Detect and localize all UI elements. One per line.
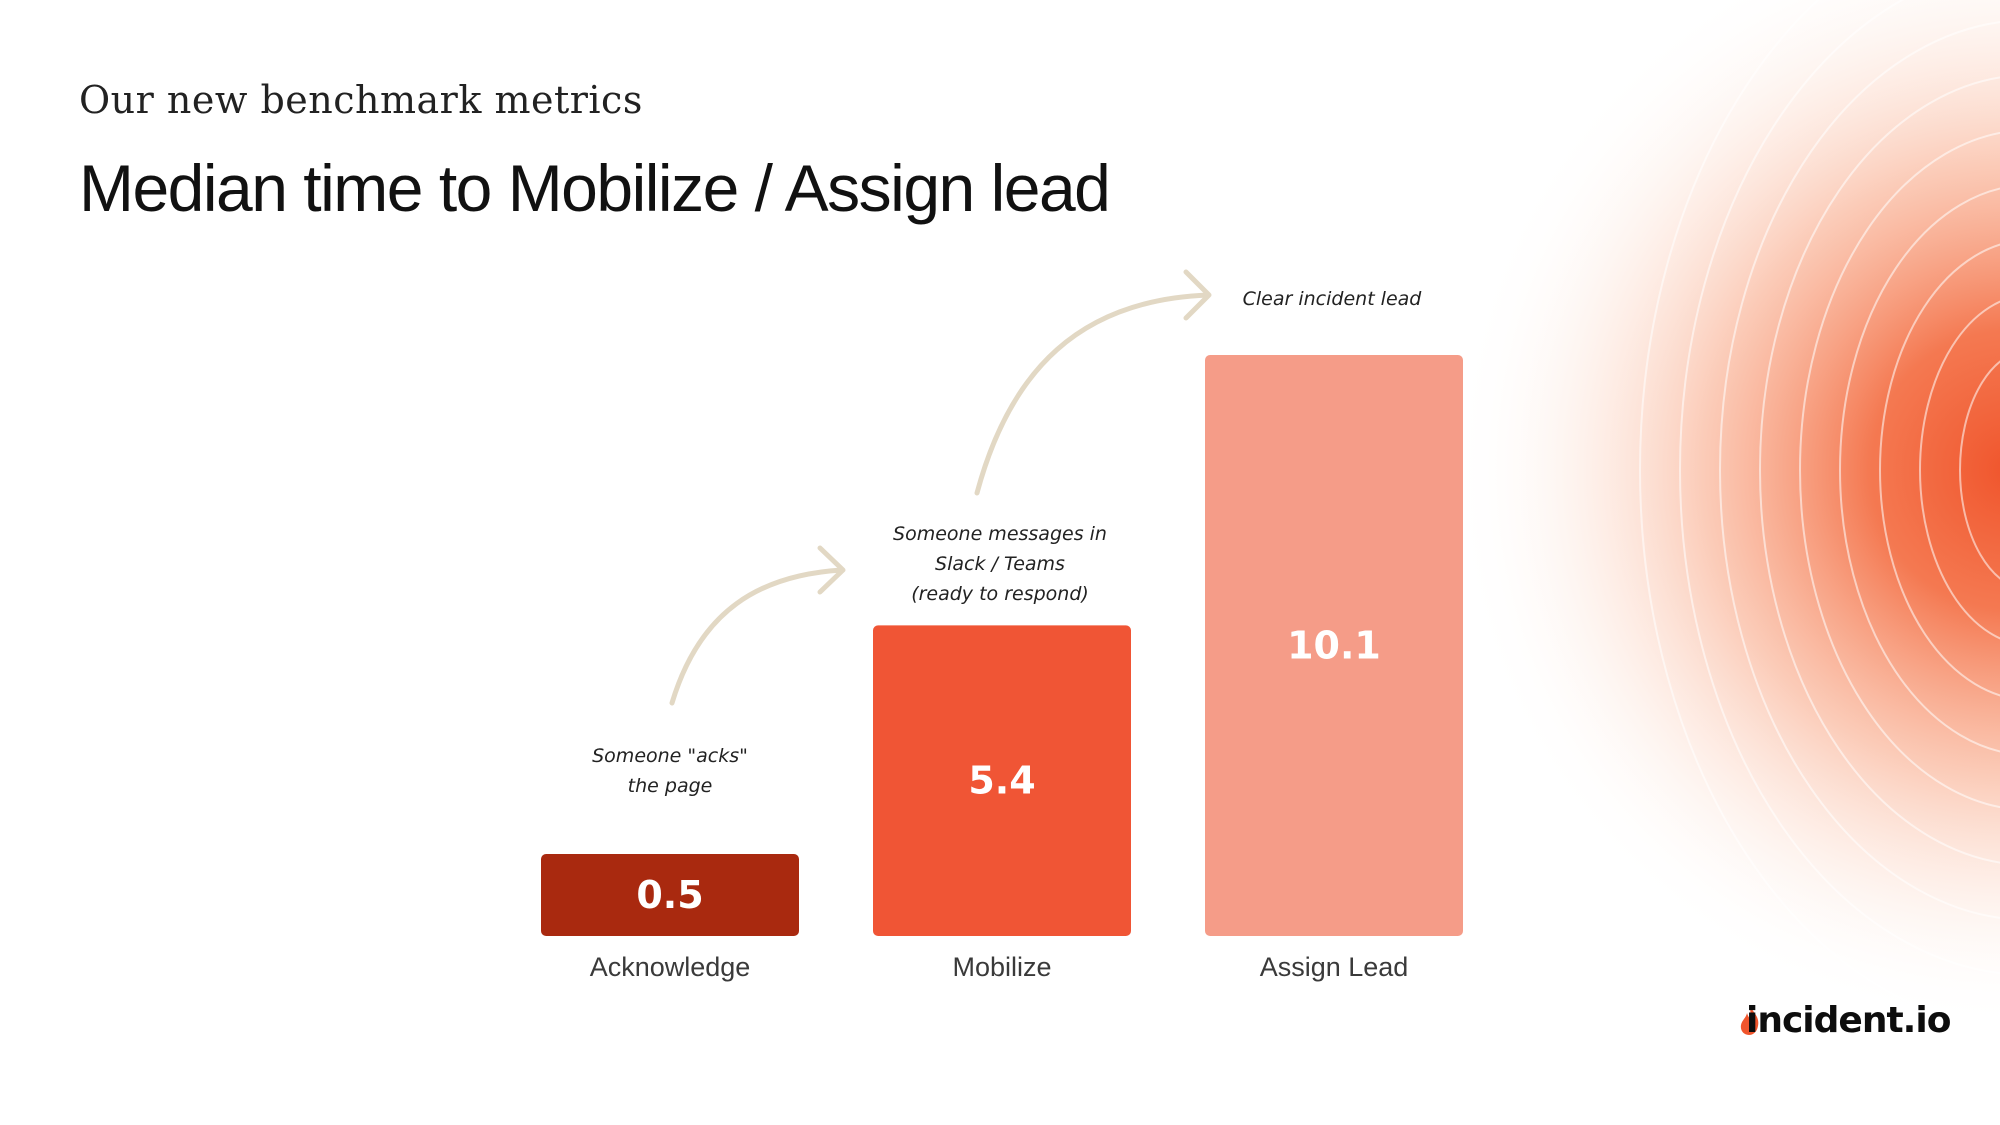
value-label-acknowledge: 0.5 (636, 873, 703, 917)
brand-logo: incident.io (1746, 1000, 1951, 1041)
bar-assign-lead (1205, 355, 1463, 936)
category-label-acknowledge: Acknowledge (590, 952, 751, 982)
annotation-assign-lead: Clear incident lead (1243, 288, 1423, 310)
annotation-line: Someone "acks" (592, 745, 748, 767)
category-label-assign-lead: Assign Lead (1260, 952, 1409, 982)
arrow-acknowledge-to-mobilize (669, 567, 845, 706)
slide-title: Median time to Mobilize / Assign lead (79, 151, 1111, 225)
annotation-mobilize: Someone messages in Slack / Teams (ready t… (893, 523, 1107, 605)
annotation-line: Clear incident lead (1243, 288, 1423, 310)
bar-mobilize (873, 625, 1131, 936)
annotation-line: Someone messages in (893, 523, 1107, 545)
arrow-acknowledge-to-mobilize-head (817, 545, 846, 595)
arrow-mobilize-to-assign-lead-head (1183, 269, 1212, 321)
value-label-assign-lead: 10.1 (1287, 624, 1381, 668)
annotation-acknowledge: Someone "acks" the page (592, 745, 748, 797)
annotation-line: (ready to respond) (911, 583, 1089, 605)
arrow-mobilize-to-assign-lead (974, 292, 1211, 496)
annotation-line: the page (628, 775, 713, 797)
flame-icon (1740, 1005, 1759, 1035)
annotation-line: Slack / Teams (935, 553, 1065, 575)
category-label-mobilize: Mobilize (952, 952, 1051, 982)
slide-subtitle: Our new benchmark metrics (79, 78, 643, 122)
bar-acknowledge (541, 854, 799, 936)
value-label-mobilize: 5.4 (968, 759, 1035, 803)
